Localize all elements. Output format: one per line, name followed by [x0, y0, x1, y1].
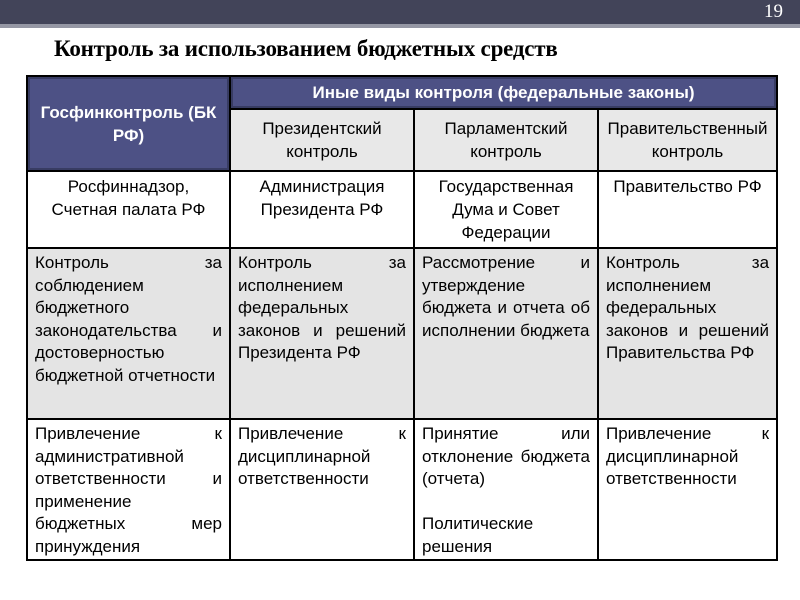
- cell-sanctions-presidential: Привлечение к дисциплинарной ответственн…: [229, 418, 415, 561]
- cell-functions-parliamentary: Рассмотрение и утверждение бюджета и отч…: [413, 247, 599, 420]
- column-header-presidential: Президентский контроль: [229, 108, 415, 172]
- top-bar-underline: [0, 24, 800, 28]
- column-header-parliamentary: Парламентский контроль: [413, 108, 599, 172]
- table-row-functions: Контроль за соблюдением бюджетного закон…: [26, 247, 779, 420]
- cell-sanctions-governmental: Привлечение к дисциплинарной ответственн…: [596, 418, 779, 561]
- cell-subjects-presidential: Администрация Президента РФ: [229, 170, 415, 249]
- cell-functions-presidential: Контроль за исполнением федеральных зако…: [229, 247, 415, 420]
- slide-title: Контроль за использованием бюджетных сре…: [54, 36, 558, 61]
- cell-sanctions-parliamentary: Принятие или отклонение бюджета (отчета)…: [413, 418, 599, 561]
- cell-subjects-parliamentary: Государственная Дума и Совет Федерации: [413, 170, 599, 249]
- corner-header-gosfinkontrol: Госфинконтроль (БК РФ): [26, 75, 231, 172]
- cell-functions-gosfinkontrol: Контроль за соблюдением бюджетного закон…: [26, 247, 231, 420]
- cell-functions-governmental: Контроль за исполнением федеральных зако…: [596, 247, 779, 420]
- header-row-group: Госфинконтроль (БК РФ) Иные виды контрол…: [26, 75, 779, 172]
- cell-subjects-gosfinkontrol: Росфиннадзор, Счетная палата РФ: [26, 170, 231, 249]
- cell-subjects-governmental: Правительство РФ: [596, 170, 779, 249]
- header-row-columns: Президентский контроль Парламентский кон…: [27, 108, 779, 172]
- top-bar: [0, 0, 800, 24]
- group-header-other-controls: Иные виды контроля (федеральные законы): [228, 75, 779, 110]
- table-row-sanctions: Привлечение к административной ответстве…: [26, 418, 779, 561]
- budget-control-table: Госфинконтроль (БК РФ) Иные виды контрол…: [26, 75, 779, 561]
- cell-sanctions-gosfinkontrol: Привлечение к административной ответстве…: [26, 418, 231, 561]
- column-header-governmental: Правительственный контроль: [596, 108, 779, 172]
- page-number: 19: [764, 1, 783, 22]
- table-row-subjects: Росфиннадзор, Счетная палата РФ Админист…: [26, 170, 779, 249]
